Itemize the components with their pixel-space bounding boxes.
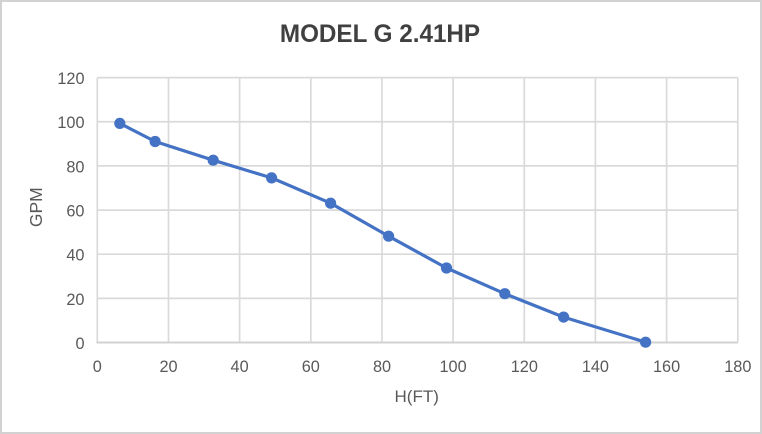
svg-text:140: 140 bbox=[582, 358, 609, 376]
svg-text:100: 100 bbox=[440, 358, 467, 376]
svg-text:60: 60 bbox=[66, 203, 84, 221]
svg-text:0: 0 bbox=[93, 358, 102, 376]
svg-text:180: 180 bbox=[724, 358, 751, 376]
svg-text:120: 120 bbox=[57, 70, 84, 88]
svg-text:0: 0 bbox=[75, 335, 84, 353]
svg-text:H(FT): H(FT) bbox=[395, 387, 439, 406]
svg-text:80: 80 bbox=[66, 158, 84, 176]
svg-text:120: 120 bbox=[511, 358, 538, 376]
svg-text:MODEL G 2.41HP: MODEL G 2.41HP bbox=[280, 20, 480, 47]
svg-text:GPM: GPM bbox=[26, 187, 46, 227]
svg-text:60: 60 bbox=[302, 358, 320, 376]
svg-text:80: 80 bbox=[373, 358, 391, 376]
svg-text:100: 100 bbox=[57, 114, 84, 132]
svg-text:20: 20 bbox=[66, 291, 84, 309]
svg-text:40: 40 bbox=[66, 247, 84, 265]
svg-text:160: 160 bbox=[653, 358, 680, 376]
svg-text:20: 20 bbox=[159, 358, 177, 376]
svg-text:40: 40 bbox=[231, 358, 249, 376]
